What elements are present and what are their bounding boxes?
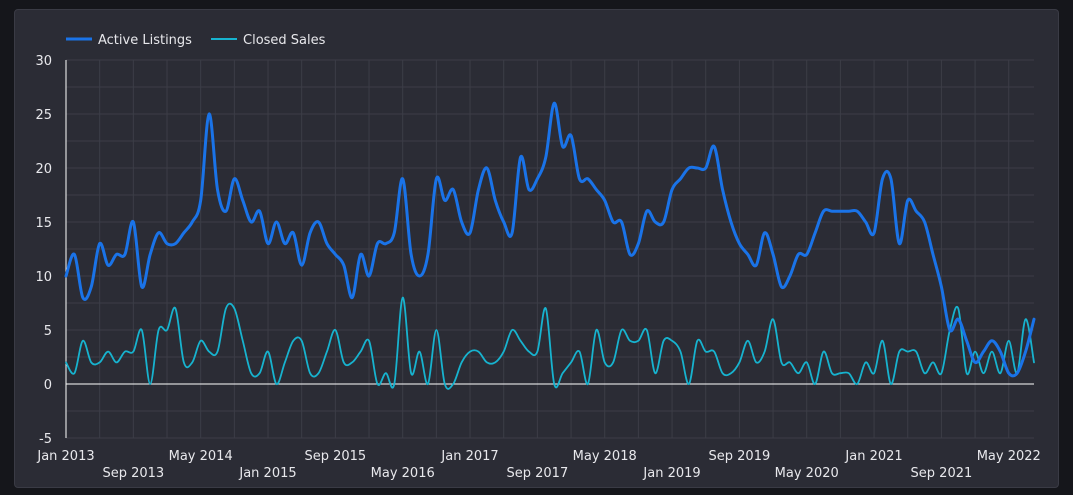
x-tick-label: Jan 2013 bbox=[36, 449, 94, 464]
y-tick-label: 15 bbox=[35, 216, 52, 231]
series-line-active-listings[interactable] bbox=[64, 101, 1036, 378]
legend-item-closed-sales[interactable]: Closed Sales bbox=[211, 33, 326, 48]
x-tick-label: Jan 2015 bbox=[238, 466, 296, 481]
legend-label-closed-sales: Closed Sales bbox=[243, 33, 326, 48]
y-tick-label: 30 bbox=[35, 54, 52, 69]
x-tick-label: Sep 2015 bbox=[304, 449, 366, 464]
x-tick-label: May 2014 bbox=[169, 449, 233, 464]
legend[interactable]: Active Listings Closed Sales bbox=[66, 33, 326, 48]
x-tick-label: Jan 2017 bbox=[440, 449, 498, 464]
series-line-closed-sales[interactable] bbox=[65, 296, 1035, 390]
y-tick-label: 0 bbox=[44, 378, 52, 393]
legend-label-active-listings: Active Listings bbox=[98, 33, 192, 48]
x-axis: Jan 2013 Sep 2013 May 2014 Jan 2015 Sep 2015… bbox=[36, 449, 1040, 481]
x-tick-label: May 2020 bbox=[775, 466, 839, 481]
y-tick-label: 25 bbox=[35, 108, 52, 123]
legend-item-active-listings[interactable]: Active Listings bbox=[66, 33, 192, 48]
y-tick-label: 20 bbox=[35, 162, 52, 177]
x-tick-label: May 2016 bbox=[371, 466, 435, 481]
y-tick-label: -5 bbox=[39, 432, 52, 447]
y-tick-label: 5 bbox=[44, 324, 52, 339]
x-tick-label: May 2022 bbox=[977, 449, 1041, 464]
x-tick-label: Sep 2013 bbox=[102, 466, 164, 481]
x-tick-label: Jan 2019 bbox=[642, 466, 700, 481]
x-tick-label: Sep 2021 bbox=[911, 466, 973, 481]
gridlines bbox=[65, 59, 1034, 439]
y-axis: -5 0 5 10 15 20 25 30 bbox=[35, 54, 1034, 447]
x-tick-label: Sep 2019 bbox=[709, 449, 771, 464]
series-lines bbox=[64, 101, 1036, 390]
y-tick-label: 10 bbox=[35, 270, 52, 285]
x-tick-label: Jan 2021 bbox=[844, 449, 902, 464]
x-tick-label: Sep 2017 bbox=[507, 466, 569, 481]
x-tick-label: May 2018 bbox=[573, 449, 637, 464]
